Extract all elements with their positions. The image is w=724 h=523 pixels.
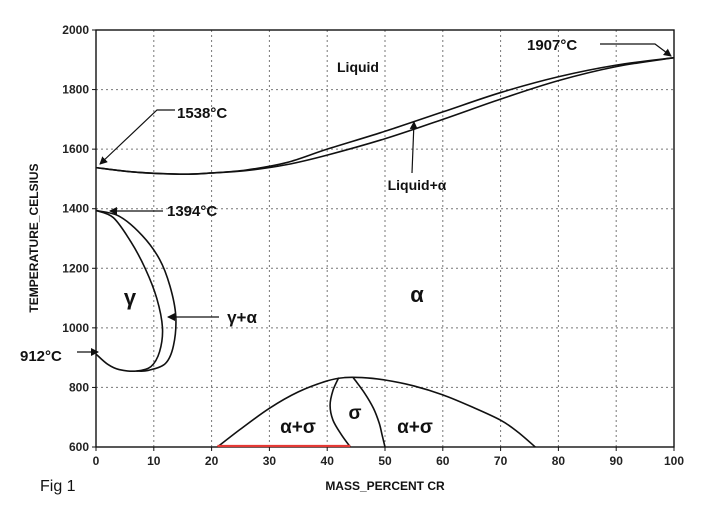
x-tick-label: 20 — [205, 454, 219, 468]
plot-frame — [95, 29, 675, 448]
region-label-alpha: α — [410, 282, 424, 307]
y-tick-label: 600 — [69, 440, 89, 454]
x-tick-label: 100 — [664, 454, 684, 468]
x-axis-title: MASS_PERCENT CR — [325, 479, 445, 493]
y-tick-label: 2000 — [62, 23, 89, 37]
y-tick-label: 1800 — [62, 83, 89, 97]
y-axis-title: TEMPERATURE_CELSIUS — [27, 163, 41, 312]
region-label-alpha-sigma-right: α+σ — [397, 417, 433, 438]
x-tick-label: 10 — [147, 454, 161, 468]
annotation-1394: 1394°C — [167, 203, 217, 220]
x-tick-label: 70 — [494, 454, 508, 468]
x-tick-label: 30 — [263, 454, 277, 468]
arrow-liquid-alpha — [409, 121, 418, 174]
region-label-alpha-sigma-left: α+σ — [280, 417, 316, 438]
x-tick-label: 50 — [378, 454, 392, 468]
x-tick-label: 60 — [436, 454, 450, 468]
region-label-sigma: σ — [349, 403, 362, 424]
region-label-gamma-alpha: γ+α — [227, 308, 257, 327]
y-tick-label: 1400 — [62, 202, 89, 216]
phase-boundary-curve-2 — [95, 209, 164, 372]
y-tick-label: 1000 — [62, 321, 89, 335]
phase-boundaries — [95, 56, 675, 448]
region-label-liquid: Liquid — [337, 59, 379, 75]
phase-boundary-curve-6 — [352, 377, 386, 448]
axis-ticks: 0 10 20 30 40 50 60 70 80 90 100 600 800 1000 1200 1400… — [62, 23, 684, 468]
x-tick-label: 40 — [321, 454, 335, 468]
y-tick-label: 1600 — [62, 142, 89, 156]
annotation-arrows — [77, 43, 672, 356]
phase-boundary-curve-5 — [329, 377, 351, 448]
x-tick-label: 90 — [610, 454, 624, 468]
y-tick-label: 1200 — [62, 261, 89, 275]
arrow-1907 — [600, 43, 672, 57]
region-label-liquid-alpha: Liquid+α — [388, 177, 447, 193]
x-tick-label: 0 — [93, 454, 100, 468]
annotation-1538: 1538°C — [177, 105, 227, 122]
annotation-912: 912°C — [20, 348, 62, 365]
figure-label: Fig 1 — [40, 478, 76, 495]
phase-boundary-curve-4 — [216, 376, 536, 448]
phase-boundary-curve-1 — [95, 56, 675, 175]
region-label-gamma: γ — [124, 285, 137, 310]
x-tick-label: 80 — [552, 454, 566, 468]
annotation-1907: 1907°C — [527, 37, 577, 54]
phase-boundary-curve-3 — [95, 209, 177, 372]
arrow-1538 — [99, 109, 175, 165]
y-tick-label: 800 — [69, 380, 89, 394]
grid — [96, 30, 674, 447]
